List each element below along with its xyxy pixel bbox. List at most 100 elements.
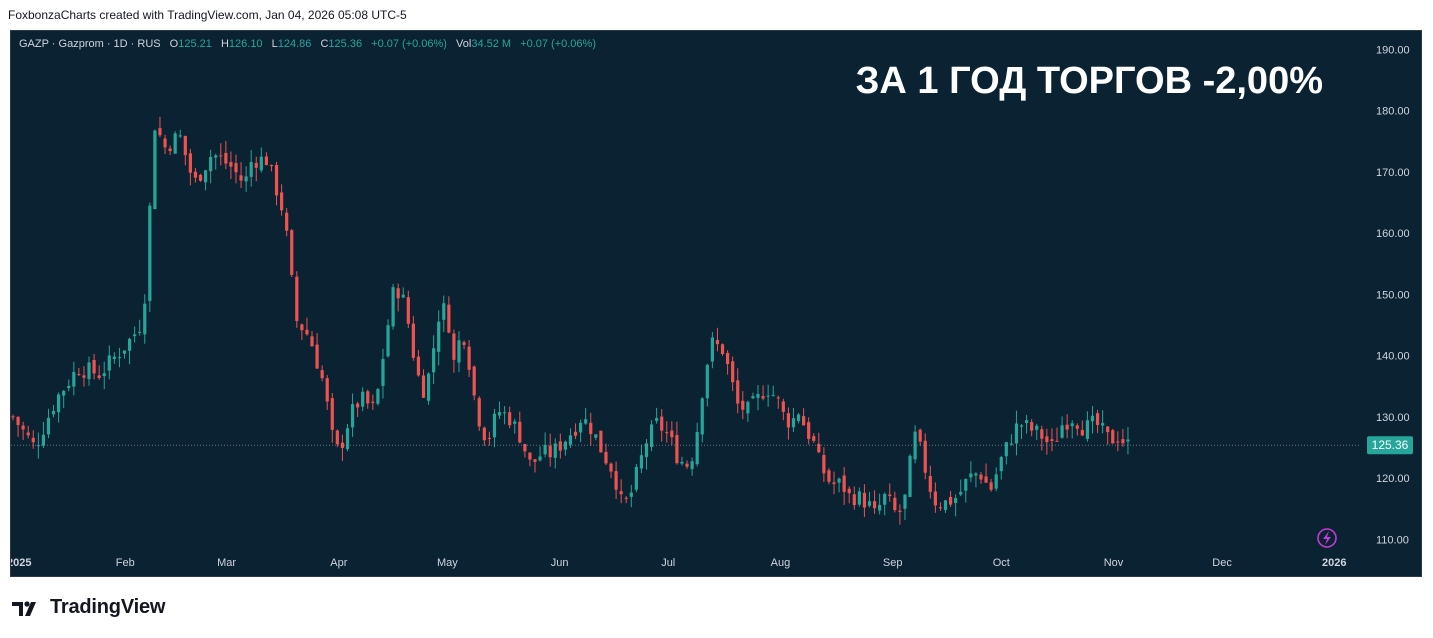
candle-body bbox=[589, 422, 593, 435]
candle-body bbox=[249, 162, 253, 177]
candle-body bbox=[320, 370, 324, 379]
candle-body bbox=[1060, 425, 1064, 438]
candle-body bbox=[1070, 423, 1074, 427]
candle-body bbox=[1009, 443, 1013, 445]
candle-body bbox=[229, 162, 233, 167]
candle-body bbox=[1085, 420, 1090, 439]
candle-body bbox=[1004, 442, 1008, 457]
candle-body bbox=[219, 155, 223, 157]
y-tick-label: 140.00 bbox=[1376, 351, 1410, 363]
volume-change: +0.07 (+0.06%) bbox=[520, 38, 596, 50]
candle-body bbox=[979, 474, 983, 480]
candle-body bbox=[883, 493, 887, 505]
candle-body bbox=[867, 501, 872, 506]
candle-body bbox=[1101, 423, 1105, 426]
candle-body bbox=[579, 422, 583, 433]
candle-body bbox=[416, 356, 421, 376]
candle-body bbox=[87, 362, 91, 380]
candle-body bbox=[1111, 430, 1115, 444]
candle-body bbox=[903, 494, 907, 509]
lightning-icon[interactable] bbox=[1317, 528, 1337, 548]
candle-body bbox=[518, 421, 522, 443]
candle-body bbox=[1040, 429, 1044, 439]
tradingview-brand[interactable]: TradingView bbox=[12, 596, 165, 619]
candle-body bbox=[624, 497, 628, 499]
candlestick-chart[interactable]: 190.00 180.00 170.00 160.00 150.00 140.00 130.… bbox=[7, 31, 1421, 576]
candle-body bbox=[893, 497, 897, 511]
candle-body bbox=[345, 428, 350, 450]
close-value: 125.36 bbox=[328, 38, 362, 50]
x-tick-label: Aug bbox=[771, 557, 791, 569]
candle-body bbox=[665, 432, 669, 434]
candle-body bbox=[908, 455, 912, 497]
candle-body bbox=[46, 417, 51, 435]
candle-body bbox=[371, 401, 375, 403]
candle-body bbox=[391, 287, 395, 327]
candle-body bbox=[791, 418, 796, 428]
candle-body bbox=[193, 171, 198, 178]
candle-body bbox=[67, 385, 71, 389]
high-value: 126.10 bbox=[229, 38, 263, 50]
candle-body bbox=[736, 380, 740, 404]
candle-body bbox=[508, 412, 512, 426]
candle-body bbox=[143, 303, 147, 335]
candle-body bbox=[21, 425, 25, 430]
candle-body bbox=[994, 474, 998, 489]
candle-body bbox=[847, 488, 851, 494]
candle-body bbox=[999, 457, 1003, 472]
x-tick-label: Feb bbox=[116, 557, 135, 569]
candle-body bbox=[918, 429, 922, 442]
candle-body bbox=[528, 452, 532, 460]
candle-body bbox=[959, 491, 963, 495]
candle-body bbox=[457, 340, 461, 363]
candle-body bbox=[259, 156, 263, 171]
candle-body bbox=[639, 455, 644, 469]
x-tick-label: May bbox=[437, 557, 458, 569]
candle-body bbox=[660, 416, 664, 431]
y-tick-label: 110.00 bbox=[1376, 534, 1409, 546]
candle-body bbox=[685, 463, 689, 467]
candle-body bbox=[1095, 413, 1100, 425]
candle-body bbox=[928, 476, 932, 492]
candle-body bbox=[254, 162, 258, 168]
candle-body bbox=[675, 435, 679, 464]
candle-body bbox=[954, 498, 958, 504]
candle-body bbox=[584, 419, 588, 424]
candle-body bbox=[361, 391, 365, 407]
candle-body bbox=[82, 375, 86, 378]
candle-body bbox=[923, 440, 927, 473]
candle-body bbox=[655, 418, 659, 421]
candle-body bbox=[437, 321, 441, 352]
candle-body bbox=[209, 157, 213, 172]
candle-body bbox=[969, 473, 973, 478]
candle-body bbox=[1050, 439, 1054, 441]
candle-body bbox=[467, 346, 471, 370]
candle-body bbox=[1035, 425, 1039, 430]
candle-body bbox=[761, 396, 765, 399]
candle-body bbox=[117, 357, 122, 359]
candle-body bbox=[178, 135, 182, 137]
candle-body bbox=[133, 334, 137, 337]
candle-body bbox=[97, 375, 101, 379]
candle-body bbox=[401, 294, 405, 298]
candle-body bbox=[224, 152, 228, 164]
x-tick-label: Jun bbox=[551, 557, 569, 569]
candle-body bbox=[553, 443, 557, 458]
candle-body bbox=[538, 456, 542, 461]
candle-body bbox=[695, 431, 699, 465]
candle-body bbox=[938, 507, 943, 509]
candle-body bbox=[812, 436, 816, 441]
x-tick-label: 2025 bbox=[11, 557, 31, 569]
candle-body bbox=[112, 356, 116, 359]
chart-panel[interactable]: 190.00 180.00 170.00 160.00 150.00 140.00 130.… bbox=[7, 30, 1422, 577]
candle-body bbox=[163, 138, 167, 148]
candle-body bbox=[513, 421, 517, 424]
candle-body bbox=[802, 416, 806, 426]
candle-body bbox=[872, 501, 877, 509]
candle-body bbox=[396, 288, 400, 299]
annotation-text: ЗА 1 ГОД ТОРГОВ -2,00% bbox=[856, 60, 1323, 102]
candles-group bbox=[11, 116, 1130, 525]
candle-body bbox=[563, 441, 568, 450]
candle-body bbox=[1019, 425, 1024, 427]
candle-body bbox=[173, 133, 177, 154]
